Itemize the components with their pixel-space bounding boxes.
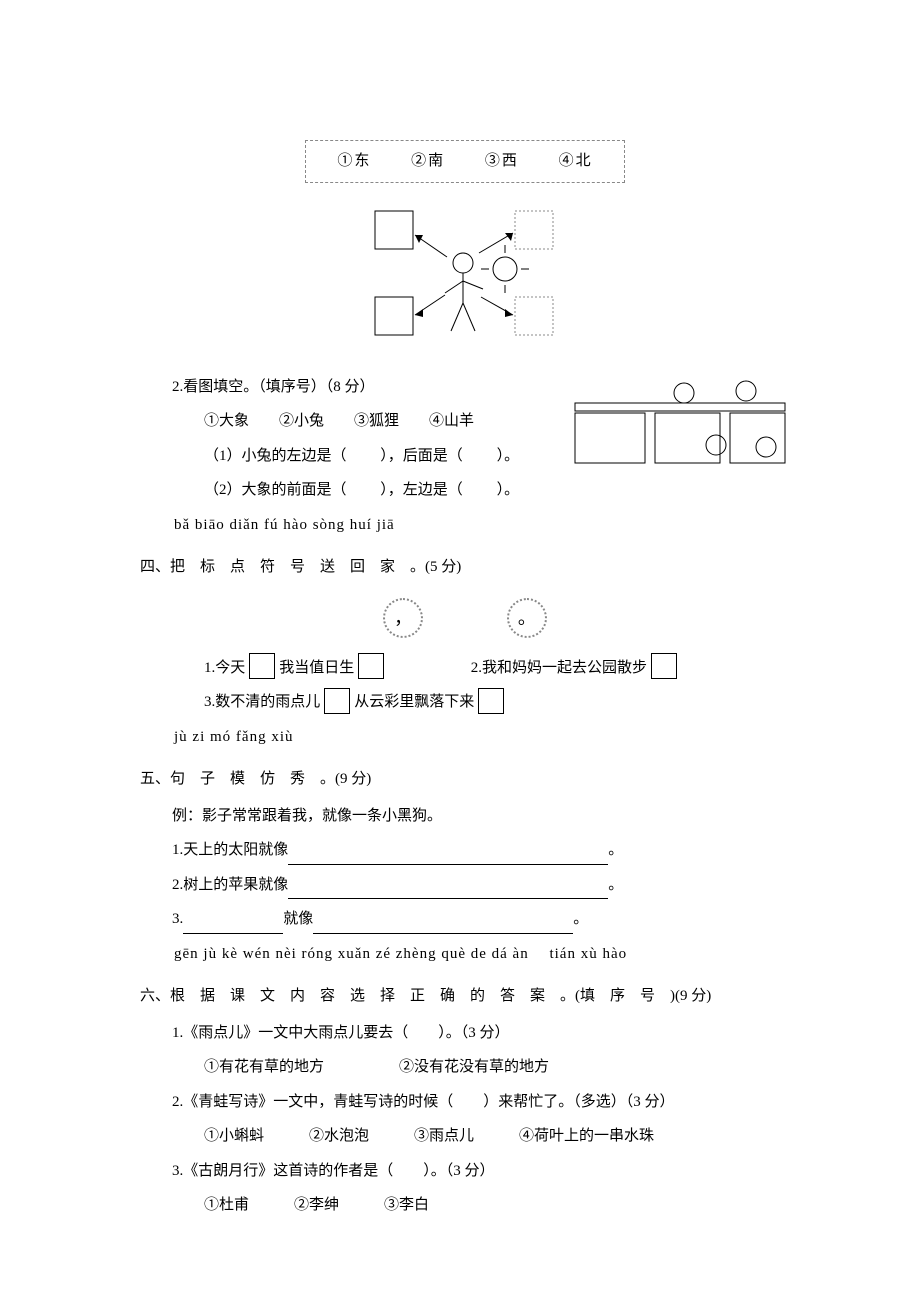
s6-q3: 3.《古朗月行》这首诗的作者是（ ）。（3 分） [140,1157,790,1186]
s6-q1-opts: ①有花有草的地方 ②没有花没有草的地方 [140,1053,790,1082]
s6-title: 六、根 据 课 文 内 容 选 择 正 确 的 答 案 。(填 序 号 )(9 … [140,982,790,1011]
s4-row1: 1.今天 我当值日生 2.我和妈妈一起去公园散步 [140,654,790,683]
s5-example: 例：影子常常跟着我，就像一条小黑狗。 [140,802,790,831]
blank-box[interactable] [651,653,677,679]
direction-diagram-svg [335,203,595,343]
s4-s3b: 从云彩里飘落下来 [354,694,474,710]
s4-s2: 2.我和妈妈一起去公园散步 [471,660,647,676]
period-circle: 。 [507,598,547,638]
s6-q2: 2.《青蛙写诗》一文中，青蛙写诗的时候（ ）来帮忙了。（多选）（3 分） [140,1088,790,1117]
s5-l2: 2.树上的苹果就像 。 [140,871,790,900]
s6-q1: 1.《雨点儿》一文中大雨点儿要去（ ）。（3 分） [140,1019,790,1048]
q2-1c: ）。 [497,448,520,464]
q2-2a: （2）大象的前面是（ [204,482,347,498]
s4-pinyin: bǎ biāo diǎn fú hào sòng huí jiā [140,511,790,540]
s5-l1: 1.天上的太阳就像 。 [140,836,790,865]
s5-l2a: 2.树上的苹果就像 [172,877,288,893]
s5-l1a: 1.天上的太阳就像 [172,842,288,858]
s5-l2e: 。 [608,877,623,893]
blank-box[interactable] [478,688,504,714]
s4-row2: 3.数不清的雨点儿 从云彩里飘落下来 [140,688,790,717]
direction-diagram [140,203,790,343]
s4-s3a: 3.数不清的雨点儿 [204,694,320,710]
q2-2b: ），左边是（ [380,482,463,498]
q2-1a: （1）小兔的左边是（ [204,448,347,464]
s5-pinyin: jù zi mó fǎng xiù [140,723,790,752]
s6-q2-opts: ①小蝌蚪 ②水泡泡 ③雨点儿 ④荷叶上的一串水珠 [140,1122,790,1151]
s5-l3: 3. 就像 。 [140,905,790,934]
period-char: 。 [518,608,536,628]
s5-l3e: 。 [573,911,588,927]
blank-line[interactable] [183,916,283,934]
s4-s1b: 我当值日生 [279,660,354,676]
q2-1b: ），后面是（ [380,448,463,464]
blank-box[interactable] [324,688,350,714]
s5-l3m: 就像 [283,911,313,927]
s5-title: 五、句 子 模 仿 秀 。(9 分) [140,765,790,794]
s5-l3a: 3. [172,911,183,927]
s4-s1a: 1.今天 [204,660,245,676]
dir-opt-2: ②南 [411,153,445,169]
punctuation-circles: ， 。 [140,598,790,638]
dir-opt-4: ④北 [559,153,593,169]
comma-circle: ， [383,598,423,638]
dir-opt-3: ③西 [485,153,519,169]
s5-l1e: 。 [608,842,623,858]
animals-classroom-image [570,363,790,503]
dir-opt-1: ①东 [337,153,371,169]
s6-q3-opts: ①杜甫 ②李绅 ③李白 [140,1191,790,1220]
comma-char: ， [394,608,412,628]
s4-title: 四、把 标 点 符 号 送 回 家 。(5 分) [140,553,790,582]
blank-box[interactable] [249,653,275,679]
q2-2c: ）。 [497,482,520,498]
blank-line[interactable] [313,916,573,934]
s6-pinyin: gēn jù kè wén nèi róng xuǎn zé zhèng què… [140,940,790,969]
blank-line[interactable] [288,881,608,899]
blank-line[interactable] [288,847,608,865]
direction-options-box: ①东 ②南 ③西 ④北 [305,140,625,183]
blank-box[interactable] [358,653,384,679]
